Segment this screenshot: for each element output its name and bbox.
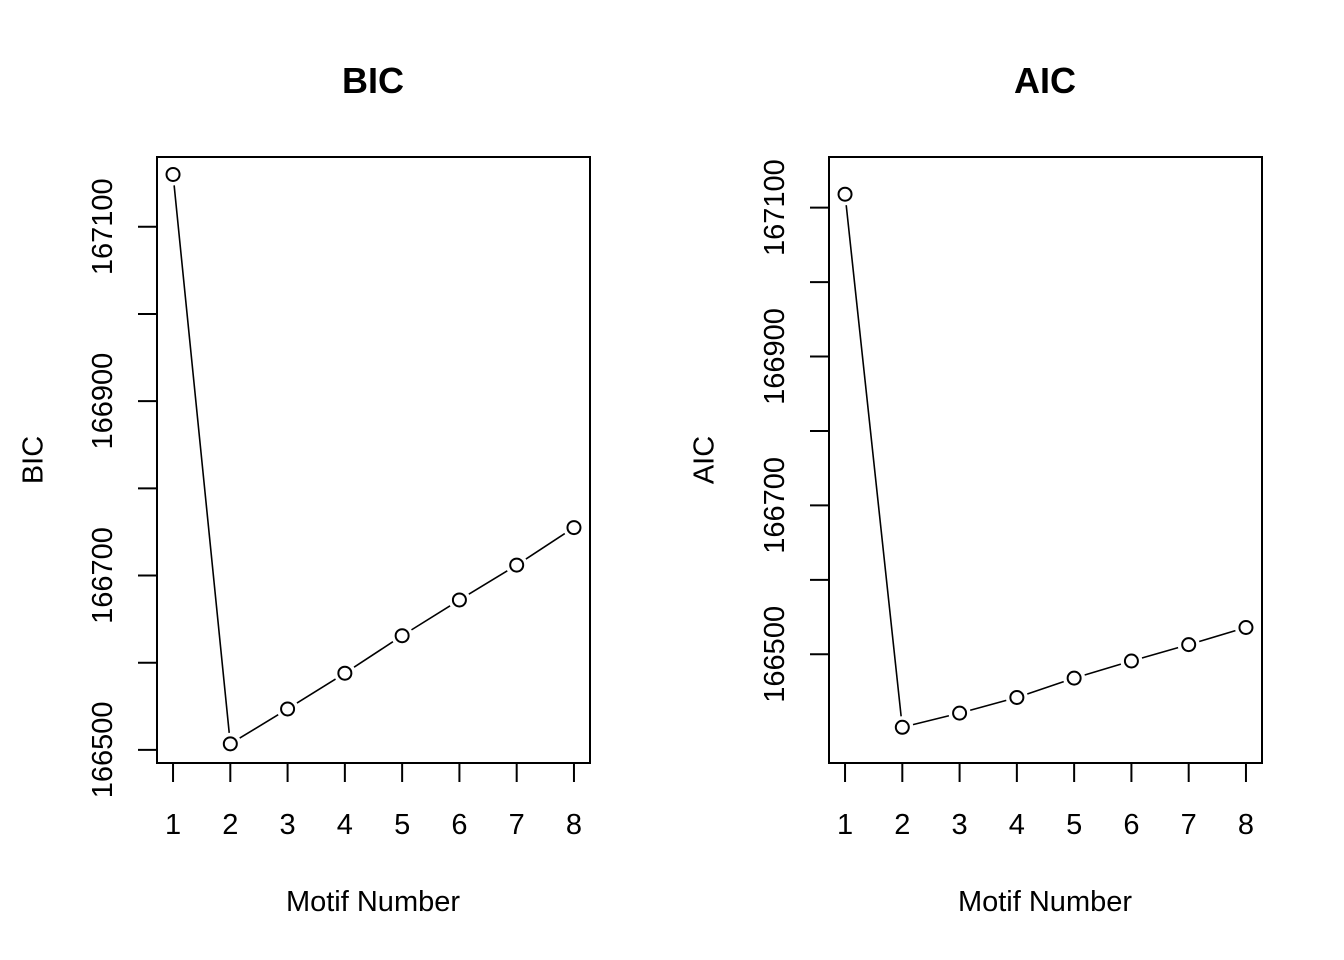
bic-line-segment	[239, 713, 279, 739]
aic-plot-frame	[828, 156, 1263, 764]
aic-y-tick-label: 166700	[759, 457, 791, 554]
aic-panel: AIC Motif Number AIC 1 2 3 4 5 6 7 8 166500 16670…	[689, 60, 1263, 918]
bic-line-segment	[296, 678, 336, 704]
bic-data-point	[337, 665, 353, 681]
bic-data-point	[451, 592, 467, 608]
bic-y-tick-label: 166500	[87, 702, 119, 799]
bic-data-point	[566, 520, 582, 536]
aic-x-axis-label: Motif Number	[958, 886, 1132, 918]
aic-x-tick-label: 8	[1238, 809, 1254, 841]
bic-data-point	[509, 557, 525, 573]
aic-x-tick-label: 6	[1123, 809, 1139, 841]
bic-panel: BIC Motif Number BIC 1 2 3 4 5 6 7 8 166500 16670…	[18, 60, 591, 918]
aic-y-tick-label: 166900	[759, 308, 791, 405]
bic-x-axis-label: Motif Number	[286, 886, 460, 918]
aic-line-segment	[1027, 680, 1064, 695]
bic-y-tick-label: 166700	[87, 527, 119, 624]
bic-x-tick-label: 6	[451, 809, 467, 841]
aic-data-point	[1066, 670, 1082, 686]
bic-line-segment	[353, 641, 394, 668]
aic-y-axis-label: AIC	[689, 436, 721, 484]
aic-data-point	[837, 186, 853, 202]
aic-line-segment	[912, 714, 950, 726]
bic-chart-title: BIC	[342, 60, 404, 101]
aic-line-segment	[1084, 663, 1122, 676]
bic-x-tick-label: 2	[222, 809, 238, 841]
aic-x-tick-label: 5	[1066, 809, 1082, 841]
bic-x-tick-label: 1	[165, 809, 181, 841]
bic-x-tick-label: 4	[337, 809, 353, 841]
bic-x-tick-label: 8	[566, 809, 582, 841]
aic-chart-title: AIC	[1014, 60, 1076, 101]
aic-data-point	[952, 705, 968, 721]
aic-y-tick-label: 167100	[759, 159, 791, 256]
bic-data-point	[394, 628, 410, 644]
bic-x-tick-label: 3	[280, 809, 296, 841]
aic-x-tick-label: 1	[837, 809, 853, 841]
bic-line-segment	[173, 185, 231, 733]
bic-x-tick-label: 7	[509, 809, 525, 841]
bic-y-tick-label: 167100	[87, 178, 119, 275]
bic-y-axis-label: BIC	[18, 436, 50, 484]
bic-marks: 1 2 3 4 5 6 7 8 166500 166700 166900 167100	[87, 166, 582, 841]
bic-x-tick-label: 5	[394, 809, 410, 841]
aic-x-tick-label: 2	[894, 809, 910, 841]
aic-data-point	[1238, 620, 1254, 636]
bic-data-point	[165, 166, 181, 182]
bic-data-point	[280, 701, 296, 717]
bic-line-segment	[468, 570, 508, 595]
aic-line-segment	[1141, 646, 1179, 659]
bic-line-segment	[411, 605, 451, 631]
aic-y-tick-label: 166500	[759, 606, 791, 703]
bic-y-tick-label: 166900	[87, 353, 119, 450]
aic-data-point	[894, 719, 910, 735]
aic-x-tick-label: 7	[1181, 809, 1197, 841]
bic-line-segment	[525, 532, 566, 560]
aic-line-segment	[1198, 629, 1236, 643]
aic-x-tick-label: 4	[1009, 809, 1025, 841]
aic-data-point	[1009, 689, 1025, 705]
aic-line-segment	[845, 205, 902, 717]
aic-marks: 1 2 3 4 5 6 7 8 166500 166700 166900 167100	[759, 159, 1254, 841]
aic-line-segment	[969, 699, 1007, 711]
aic-data-point	[1181, 637, 1197, 653]
bic-data-point	[222, 736, 238, 752]
aic-x-tick-label: 3	[952, 809, 968, 841]
bic-plot-frame	[156, 156, 591, 764]
aic-data-point	[1123, 653, 1139, 669]
